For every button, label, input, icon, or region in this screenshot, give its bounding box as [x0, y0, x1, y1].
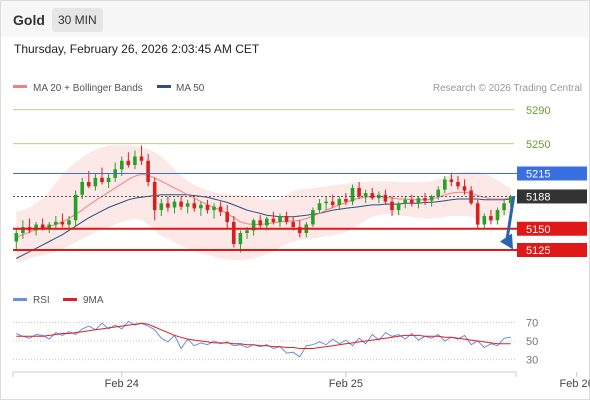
- candle-body: [344, 199, 348, 202]
- x-axis: Feb 24 Feb 25 Feb 26: [13, 372, 590, 390]
- candle-body: [166, 203, 170, 207]
- candle-body: [232, 222, 236, 244]
- ma20-legend-swatch: [13, 85, 27, 88]
- candle-body: [324, 202, 328, 204]
- candle-body: [258, 220, 262, 225]
- current-level-label-5188: 5188: [526, 191, 550, 203]
- rsi-legend-label: RSI: [33, 295, 50, 306]
- candle-body: [87, 182, 91, 186]
- candle-body: [423, 198, 427, 201]
- main-plot: 5290 5250 5215 5188 5150 5125: [13, 105, 587, 263]
- research-credit: Research © 2026 Trading Central: [433, 83, 582, 94]
- candle-body: [476, 203, 480, 224]
- candle-body: [67, 220, 71, 224]
- candle-body: [417, 198, 421, 203]
- candle-body: [397, 203, 401, 210]
- candle-body: [179, 202, 183, 207]
- rsi-tick-label-50: 50: [526, 336, 538, 348]
- candle-body: [443, 179, 447, 189]
- candle-body: [357, 188, 361, 197]
- support-level-label-5150: 5150: [526, 224, 550, 236]
- candle-body: [278, 216, 282, 222]
- candle-body: [410, 200, 414, 203]
- ma50-legend-label: MA 50: [176, 83, 205, 94]
- candle-body: [502, 203, 506, 210]
- candle-body: [489, 216, 493, 220]
- candle-body: [199, 205, 203, 208]
- x-axis-label-0: Feb 24: [105, 378, 139, 390]
- candle-body: [311, 210, 315, 224]
- candle-body: [193, 203, 197, 208]
- candle-body: [483, 216, 487, 225]
- candle-body: [74, 195, 78, 221]
- candle-body: [456, 182, 460, 186]
- candle-body: [291, 222, 295, 227]
- candle-body: [54, 222, 58, 225]
- candle-body: [496, 210, 500, 220]
- candle-body: [318, 203, 322, 210]
- candle-body: [206, 205, 210, 210]
- rsi-tick-label-70: 70: [526, 317, 538, 329]
- candle-body: [80, 182, 84, 195]
- ma20-legend-label: MA 20 + Bollinger Bands: [33, 83, 143, 94]
- candle-body: [430, 196, 434, 200]
- x-axis-label-1: Feb 25: [329, 378, 363, 390]
- candle-body: [160, 203, 164, 210]
- candle-body: [272, 219, 276, 222]
- candle-body: [285, 216, 289, 222]
- support-level-label-5125: 5125: [526, 245, 550, 257]
- candle-body: [225, 212, 229, 222]
- resistance-level-label-5215: 5215: [526, 169, 550, 181]
- rsi-tick-label-30: 30: [526, 355, 538, 367]
- ma9-legend-swatch: [63, 298, 77, 301]
- candle-body: [384, 195, 388, 202]
- candle-body: [436, 190, 440, 197]
- candle-body: [146, 161, 150, 182]
- candle-body: [403, 200, 407, 203]
- candle-body: [390, 202, 394, 211]
- candle-body: [100, 178, 104, 182]
- candle-body: [140, 157, 144, 161]
- candle-body: [61, 222, 65, 225]
- candle-body: [212, 207, 216, 210]
- candle-body: [127, 161, 131, 165]
- candle-body: [245, 230, 249, 233]
- candle-body: [94, 178, 98, 187]
- candle-body: [450, 179, 454, 182]
- candle-body: [120, 161, 124, 170]
- ma50-legend-swatch: [157, 85, 171, 88]
- candle-body: [371, 193, 375, 198]
- candle-body: [463, 186, 467, 190]
- candle-body: [338, 199, 342, 205]
- candle-body: [219, 207, 223, 212]
- ma9-legend-label: 9MA: [83, 295, 104, 306]
- candle-body: [15, 233, 19, 242]
- rsi-legend-swatch: [13, 298, 27, 301]
- candle-body: [186, 203, 190, 206]
- candle-body: [239, 233, 243, 244]
- candle-body: [331, 202, 335, 205]
- candle-body: [265, 219, 269, 226]
- x-axis-label-2: Feb 26: [560, 378, 590, 390]
- candle-body: [173, 202, 177, 208]
- candle-body: [107, 178, 111, 182]
- rsi-series-rsi: [16, 321, 510, 357]
- candle-body: [351, 188, 355, 202]
- candle-body: [133, 157, 137, 166]
- y-tick-label-5250: 5250: [526, 139, 550, 151]
- y-tick-label-5290: 5290: [526, 105, 550, 117]
- rsi-plot: 70 50 30: [13, 317, 538, 366]
